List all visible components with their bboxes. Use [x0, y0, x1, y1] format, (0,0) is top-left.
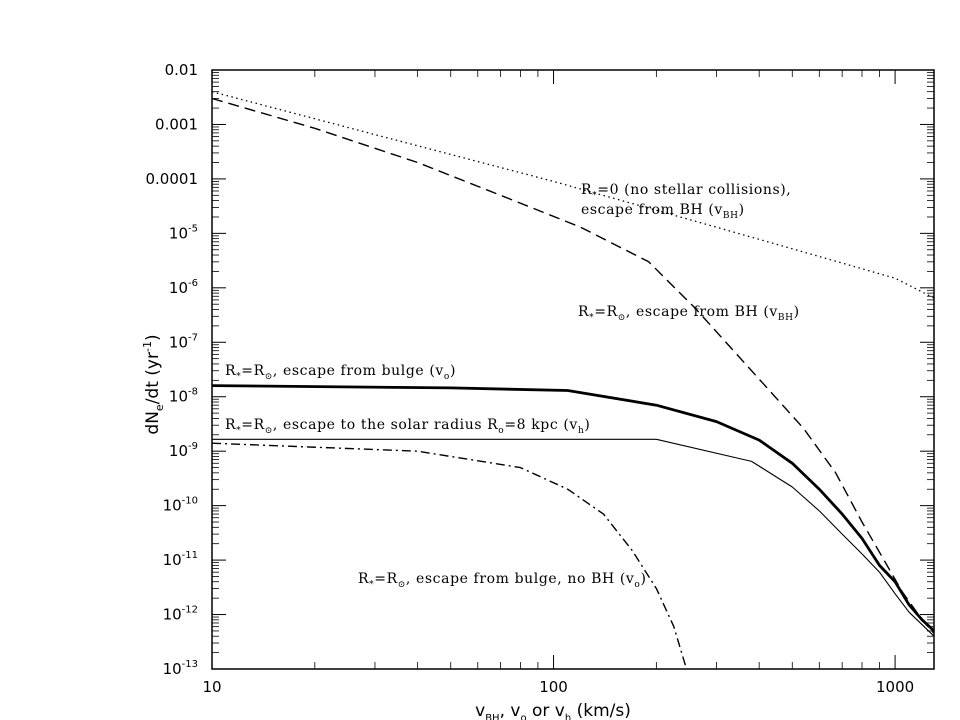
- annotation-a1-line: R*=0 (no stellar collisions),: [581, 182, 791, 201]
- x-title-mid1: , v: [500, 701, 521, 720]
- series-dotted-line: [211, 91, 935, 299]
- y-tick-label: 10-13: [163, 659, 198, 678]
- x-tick-labels: 10 100 1000: [202, 678, 914, 696]
- x-tick-label: 1000: [876, 678, 914, 696]
- y-tick-label: 0.0001: [146, 170, 199, 188]
- y-tick-label: 0.01: [165, 61, 198, 79]
- annotation-a4-line: R*=R⊙, escape to the solar radius Ro=8 k…: [225, 417, 590, 436]
- y-title-rest: /dt (yr: [143, 352, 163, 404]
- x-title-units: (km/s): [571, 701, 631, 720]
- y-tick-label: 10-6: [169, 278, 198, 297]
- x-axis-title: vBH, vo or vh (km/s): [475, 701, 631, 720]
- y-title-sup: -1: [141, 341, 154, 352]
- y-title-end: ): [143, 334, 163, 341]
- tick-marks: [211, 69, 934, 670]
- annotations: R*=0 (no stellar collisions),escape from…: [225, 182, 800, 590]
- x-title-v: v: [475, 701, 485, 720]
- series-thin-line: [212, 438, 935, 637]
- y-tick-label: 0.001: [155, 115, 198, 133]
- y-tick-label: 10-10: [163, 496, 198, 515]
- y-tick-labels: 0.01 0.001 0.0001 10-5 10-6 10-7 10-8 10-9 10-10…: [146, 61, 199, 678]
- y-tick-label: 10-11: [163, 550, 198, 569]
- y-tick-label: 10-5: [169, 223, 198, 242]
- y-title-dn: dN: [143, 411, 163, 435]
- annotation-a1-line: escape from BH (vBH): [581, 202, 745, 221]
- plot-frame: [211, 69, 935, 670]
- y-tick-label: 10-8: [169, 387, 198, 406]
- x-title-sub-h: h: [565, 713, 571, 720]
- series-lines: [211, 91, 935, 670]
- series-dashed-line: [211, 97, 935, 634]
- series-thick-line: [211, 384, 935, 632]
- annotation-a2-line: R*=R⊙, escape from BH (vBH): [578, 304, 800, 323]
- x-tick-label: 100: [539, 678, 568, 696]
- annotation-a5-line: R*=R⊙, escape from bulge, no BH (vo): [358, 571, 647, 590]
- y-tick-label: 10-7: [169, 332, 198, 351]
- y-axis-title: dNe/dt (yr-1): [141, 334, 166, 434]
- x-title-mid2: or v: [527, 701, 565, 720]
- x-title-sub-o: o: [520, 713, 526, 720]
- annotation-a3-line: R*=R⊙, escape from bulge (vo): [225, 363, 456, 382]
- y-tick-label: 10-12: [163, 605, 198, 624]
- series-dashdot-line: [211, 442, 688, 670]
- y-title-sub-e: e: [153, 404, 166, 411]
- x-tick-label: 10: [202, 678, 221, 696]
- y-tick-label: 10-9: [169, 441, 198, 460]
- x-title-sub-bh: BH: [485, 713, 499, 720]
